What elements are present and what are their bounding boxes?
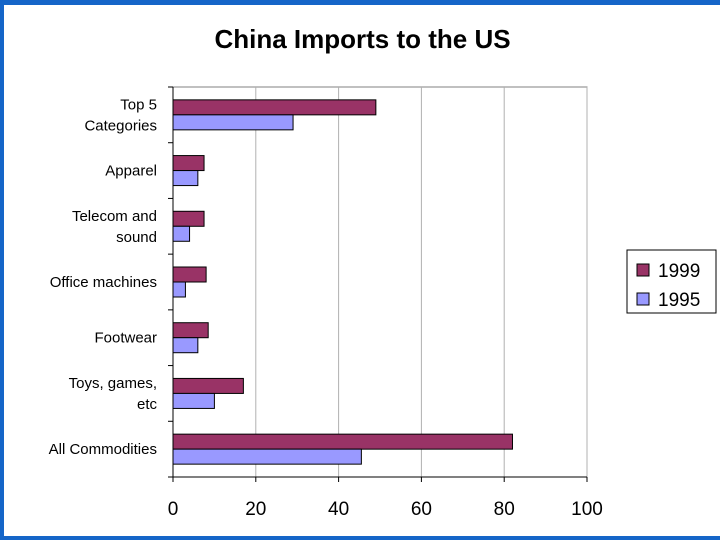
legend-swatch-1999 <box>636 263 650 277</box>
bar-1999 <box>172 322 209 339</box>
bar-1999 <box>172 210 205 227</box>
bar-1999 <box>172 266 207 283</box>
category-label: Top 5 <box>120 96 157 113</box>
legend-swatch-1995 <box>636 292 650 306</box>
bottom-border <box>0 536 720 540</box>
chart-title: China Imports to the US <box>214 24 511 54</box>
category-label: Telecom and <box>72 208 157 225</box>
x-tick-label: 80 <box>494 499 515 520</box>
category-label: Toys, games, <box>69 375 157 392</box>
category-label: etc <box>137 396 158 413</box>
bar-1999 <box>172 155 205 172</box>
left-border <box>0 0 4 540</box>
category-label: sound <box>116 229 157 246</box>
bar-1995 <box>172 392 215 409</box>
bar-1999 <box>172 433 513 450</box>
x-tick-label: 40 <box>328 499 349 520</box>
bar-1995 <box>172 337 199 354</box>
top-border <box>0 0 720 5</box>
category-label: Apparel <box>105 163 157 180</box>
x-tick-label: 60 <box>411 499 432 520</box>
category-label: All Commodities <box>49 441 157 458</box>
category-label: Categories <box>84 117 157 134</box>
plot-area <box>172 86 588 478</box>
bar-1999 <box>172 99 377 116</box>
x-tick-label: 100 <box>571 499 603 520</box>
bar-1999 <box>172 377 244 394</box>
bar-1995 <box>172 281 186 298</box>
legend-label-1999: 1999 <box>658 261 700 282</box>
legend-label-1995: 1995 <box>658 290 700 311</box>
category-label: Office machines <box>50 274 157 291</box>
bar-1995 <box>172 225 191 242</box>
bar-1995 <box>172 170 199 187</box>
category-label: Footwear <box>94 330 157 347</box>
bar-1995 <box>172 114 294 131</box>
x-tick-label: 0 <box>168 499 179 520</box>
x-tick-label: 20 <box>245 499 266 520</box>
bar-1995 <box>172 448 362 465</box>
